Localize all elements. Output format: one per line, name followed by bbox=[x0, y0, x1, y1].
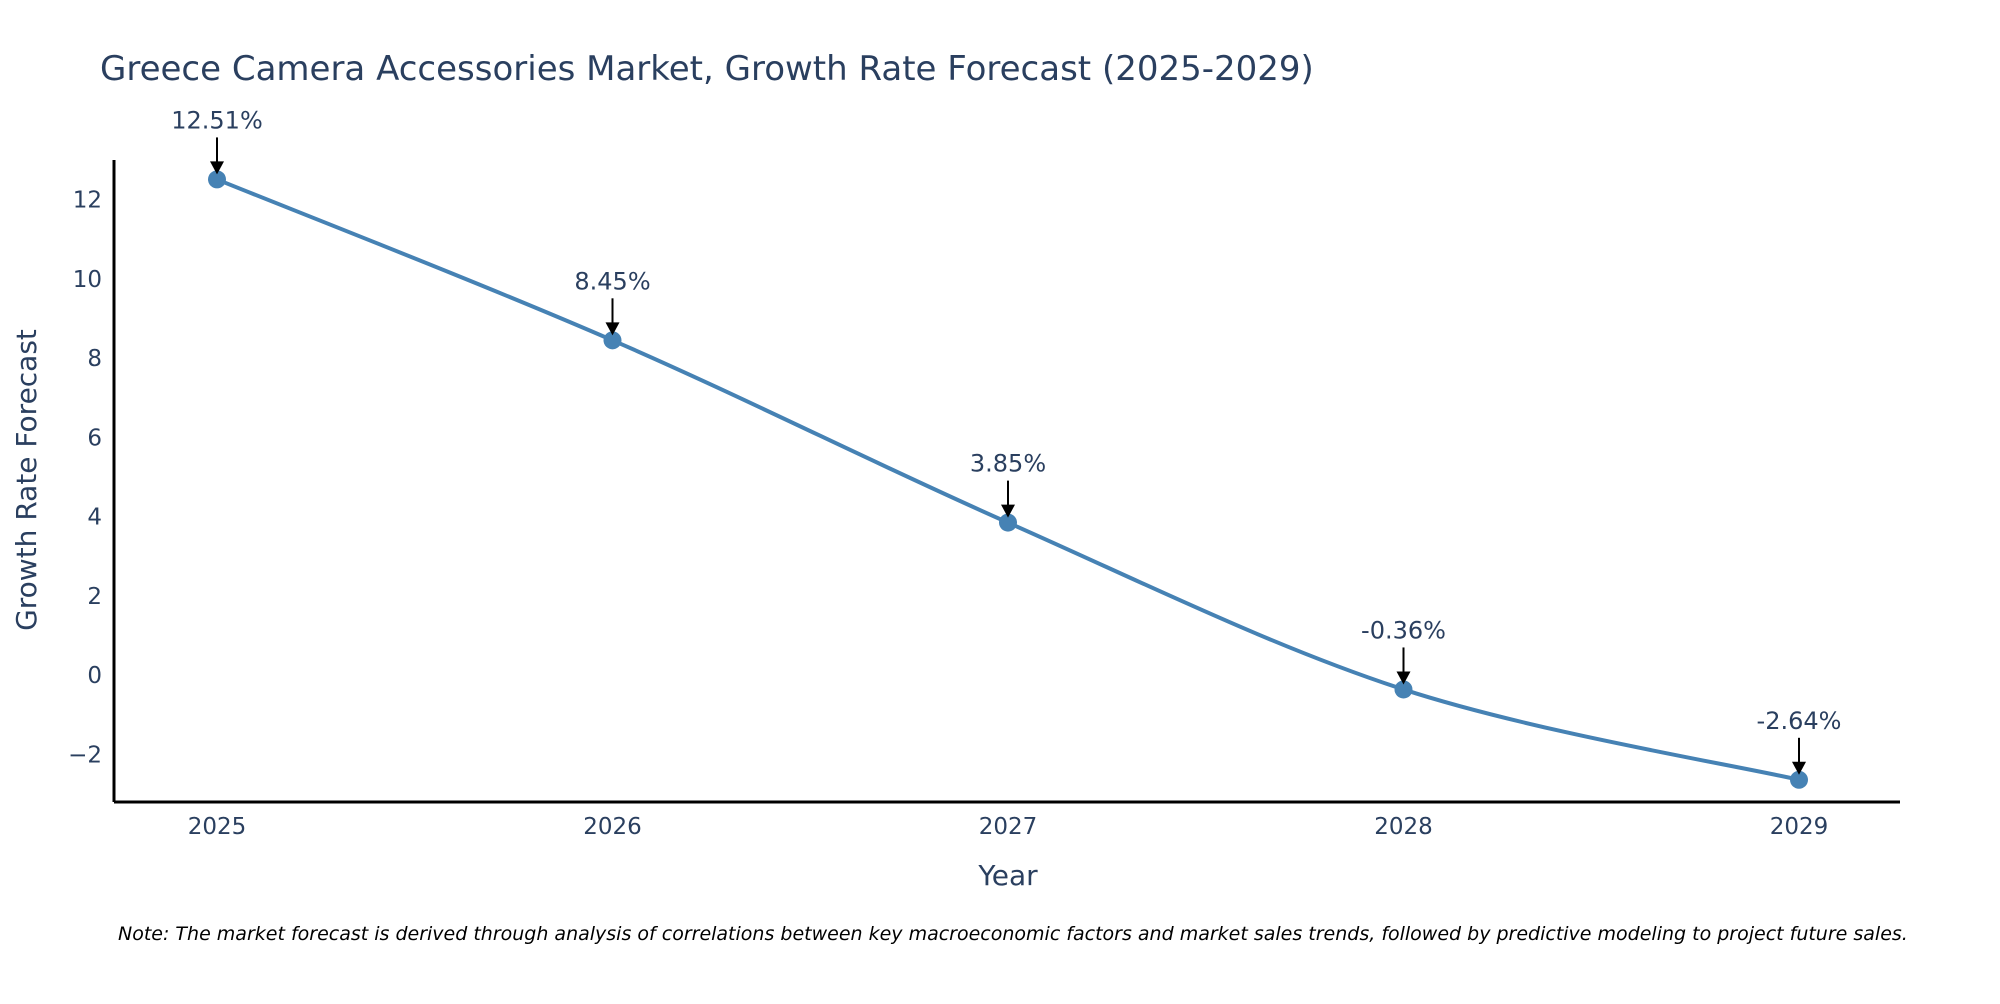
data-label-annotation: 3.85% bbox=[970, 450, 1046, 518]
footnote: Note: The market forecast is derived thr… bbox=[118, 923, 1908, 945]
x-tick-label: 2029 bbox=[1770, 814, 1829, 840]
y-axis-title: Growth Rate Forecast bbox=[10, 329, 43, 631]
y-tick-label: 6 bbox=[87, 425, 102, 451]
data-label-annotation: 12.51% bbox=[171, 106, 263, 175]
data-point-marker bbox=[1394, 680, 1413, 699]
annotation-arrow-head bbox=[1792, 761, 1806, 775]
x-axis-title: Year bbox=[977, 859, 1038, 892]
data-label-annotation: -0.36% bbox=[1361, 616, 1446, 685]
y-axis-ticks: −2 0 2 4 6 8 10 12 bbox=[68, 188, 102, 769]
y-tick-label: −2 bbox=[68, 742, 102, 768]
chart-title: Greece Camera Accessories Market, Growth… bbox=[100, 49, 1314, 89]
data-points bbox=[208, 170, 1808, 789]
y-tick-label: 4 bbox=[87, 505, 102, 531]
data-label-annotation: -2.64% bbox=[1757, 707, 1842, 775]
data-point-marker bbox=[999, 513, 1017, 532]
x-tick-label: 2028 bbox=[1374, 814, 1433, 840]
series-line bbox=[216, 177, 1800, 782]
x-tick-label: 2027 bbox=[979, 814, 1038, 840]
data-point-marker bbox=[1790, 770, 1808, 789]
y-tick-label: 12 bbox=[73, 188, 102, 214]
annotation-arrow-head bbox=[1396, 671, 1411, 685]
y-tick-label: 10 bbox=[73, 267, 102, 293]
x-tick-label: 2026 bbox=[583, 814, 642, 840]
data-label-annotation: 8.45% bbox=[574, 267, 651, 336]
annotation-arrow-head bbox=[210, 161, 224, 175]
y-tick-label: 0 bbox=[87, 663, 102, 689]
data-point-marker bbox=[603, 331, 622, 350]
data-label: 8.45% bbox=[574, 267, 650, 295]
y-tick-label: 2 bbox=[87, 584, 102, 610]
data-annotations: 12.51% 8.45% 3.85% -0.36% -2.64% bbox=[171, 106, 1842, 775]
y-tick-label: 8 bbox=[87, 346, 102, 372]
x-tick-label: 2025 bbox=[188, 814, 247, 840]
annotation-arrow-head bbox=[1001, 504, 1015, 518]
data-label: -0.36% bbox=[1361, 616, 1446, 644]
x-axis-ticks: 2025 2026 2027 2028 2029 bbox=[188, 814, 1829, 840]
data-label: -2.64% bbox=[1757, 707, 1842, 735]
annotation-arrow-head bbox=[605, 322, 620, 336]
data-point-marker bbox=[208, 170, 226, 189]
data-label: 3.85% bbox=[970, 450, 1046, 478]
data-label: 12.51% bbox=[171, 106, 263, 134]
